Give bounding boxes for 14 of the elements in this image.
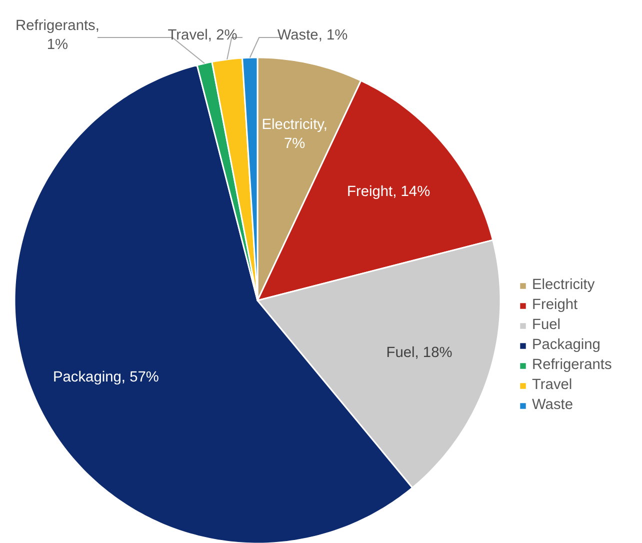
data-label: Fuel, 18%: [386, 345, 452, 362]
legend-label: Travel: [532, 377, 572, 393]
data-label: Freight, 14%: [347, 184, 430, 200]
legend-label: Fuel: [532, 317, 561, 333]
data-label: Electricity, 7%: [262, 116, 328, 152]
data-label: Refrigerants, 1%: [16, 18, 100, 54]
legend-label: Electricity: [532, 277, 595, 293]
data-label: Travel, 2%: [168, 28, 238, 44]
legend-label: Refrigerants: [532, 357, 612, 373]
legend-label: Packaging: [532, 337, 600, 353]
legend-label: Waste: [532, 397, 573, 413]
legend-label: Freight: [532, 297, 578, 313]
data-label: Packaging, 57%: [52, 370, 159, 386]
data-label: Waste, 1%: [277, 28, 348, 44]
